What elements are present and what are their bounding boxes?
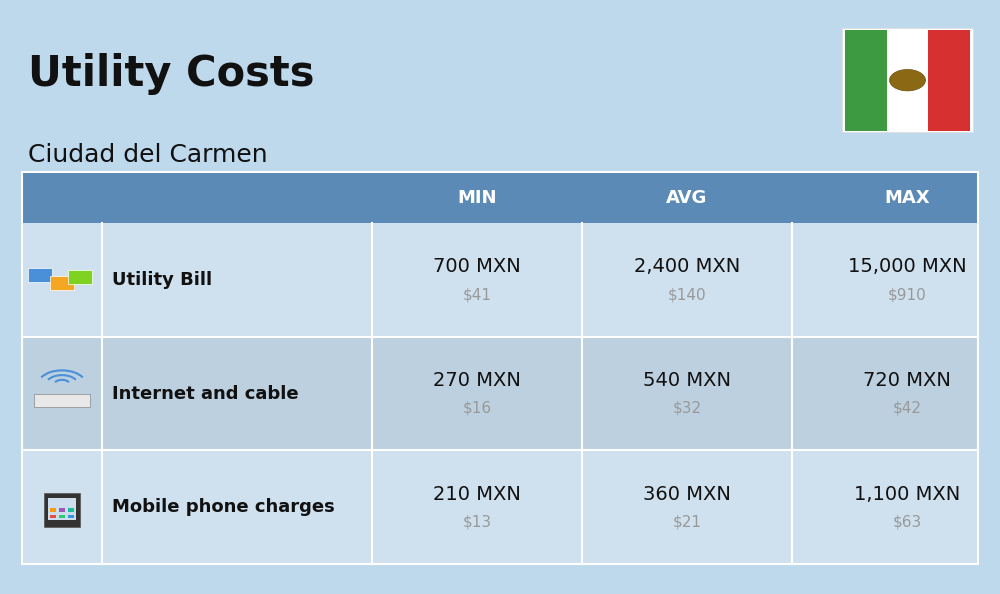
Bar — [44, 492, 80, 527]
Text: $21: $21 — [672, 515, 702, 530]
Bar — [22, 223, 978, 337]
Text: 210 MXN: 210 MXN — [433, 485, 521, 504]
Bar — [842, 28, 973, 132]
Text: 270 MXN: 270 MXN — [433, 371, 521, 390]
Text: 1,100 MXN: 1,100 MXN — [854, 485, 960, 504]
Text: $140: $140 — [668, 287, 706, 302]
Bar — [887, 30, 928, 131]
Text: 15,000 MXN: 15,000 MXN — [848, 257, 966, 276]
Text: AVG: AVG — [666, 188, 708, 207]
Text: $16: $16 — [462, 401, 492, 416]
Circle shape — [890, 69, 926, 91]
Text: 540 MXN: 540 MXN — [643, 371, 731, 390]
Bar — [59, 514, 65, 518]
Text: $910: $910 — [888, 287, 926, 302]
Text: $63: $63 — [892, 515, 922, 530]
Text: 2,400 MXN: 2,400 MXN — [634, 257, 740, 276]
Text: Internet and cable: Internet and cable — [112, 384, 299, 403]
Text: MAX: MAX — [884, 188, 930, 207]
Text: $32: $32 — [672, 401, 702, 416]
Text: 720 MXN: 720 MXN — [863, 371, 951, 390]
Text: Utility Costs: Utility Costs — [28, 53, 314, 96]
Bar — [50, 276, 74, 290]
Bar — [928, 30, 970, 131]
Bar — [59, 508, 65, 511]
Text: 700 MXN: 700 MXN — [433, 257, 521, 276]
Bar — [48, 498, 76, 520]
Bar — [22, 337, 978, 450]
Bar — [50, 514, 56, 518]
Text: Utility Bill: Utility Bill — [112, 271, 212, 289]
Bar — [68, 270, 92, 284]
Text: $42: $42 — [892, 401, 921, 416]
Bar — [68, 508, 74, 511]
Text: $13: $13 — [462, 515, 492, 530]
Bar — [845, 30, 887, 131]
Bar — [28, 268, 52, 282]
Bar — [68, 514, 74, 518]
Bar — [22, 172, 978, 223]
Bar — [50, 508, 56, 511]
Text: MIN: MIN — [457, 188, 497, 207]
Text: Ciudad del Carmen: Ciudad del Carmen — [28, 143, 268, 166]
Text: Mobile phone charges: Mobile phone charges — [112, 498, 335, 516]
Bar — [22, 450, 978, 564]
Text: $41: $41 — [462, 287, 492, 302]
Text: 360 MXN: 360 MXN — [643, 485, 731, 504]
Bar — [34, 393, 90, 406]
